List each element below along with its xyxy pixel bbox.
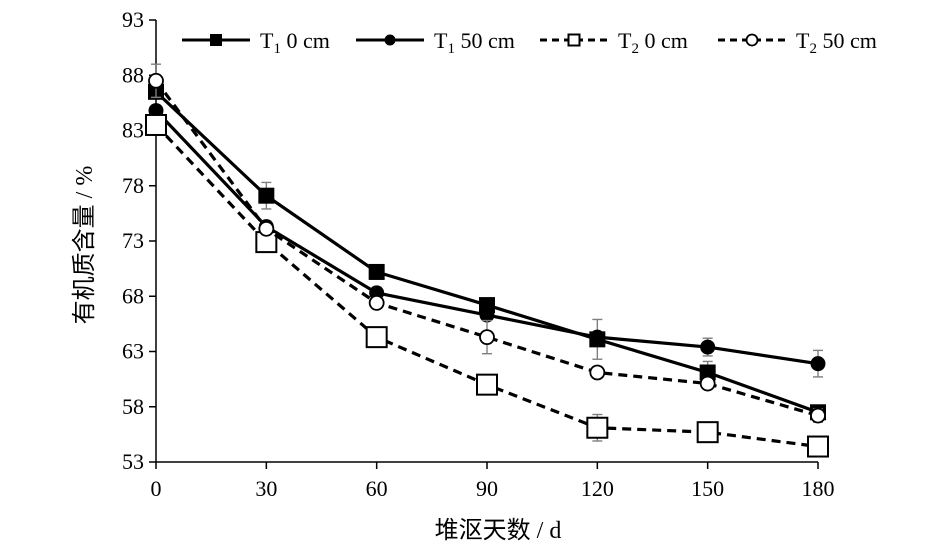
data-point bbox=[258, 220, 275, 237]
data-point bbox=[258, 187, 275, 204]
y-axis-title: 有机质含量 / % bbox=[71, 166, 98, 325]
data-point bbox=[810, 356, 826, 372]
y-tick-label: 78 bbox=[122, 173, 144, 198]
series-layer bbox=[145, 63, 829, 458]
legend: T1 0 cm T1 50 cm T2 0 cm T2 50 cm bbox=[182, 28, 877, 57]
legend-label: T2 50 cm bbox=[796, 28, 877, 57]
legend-label: T1 0 cm bbox=[260, 28, 330, 57]
series-1 bbox=[148, 83, 826, 421]
data-point bbox=[476, 373, 498, 396]
legend-item-3: T2 0 cm bbox=[540, 28, 688, 57]
series-3 bbox=[145, 113, 829, 458]
data-point bbox=[700, 339, 716, 355]
y-tick-label: 83 bbox=[122, 118, 144, 143]
x-tick-label: 90 bbox=[476, 476, 498, 501]
legend-item-1: T1 0 cm bbox=[182, 28, 330, 57]
legend-marker bbox=[745, 33, 759, 47]
y-tick-label: 73 bbox=[122, 228, 144, 253]
y-tick-label: 68 bbox=[122, 283, 144, 308]
series-line bbox=[154, 123, 819, 449]
data-point bbox=[807, 435, 829, 458]
x-tick-label: 150 bbox=[691, 476, 724, 501]
legend-label: T1 50 cm bbox=[434, 28, 515, 57]
y-tick-label: 58 bbox=[122, 394, 144, 419]
series-line bbox=[154, 79, 819, 418]
x-tick-label: 120 bbox=[581, 476, 614, 501]
legend-marker bbox=[384, 34, 396, 46]
data-point bbox=[368, 294, 385, 311]
series-line bbox=[154, 90, 819, 414]
data-point bbox=[699, 375, 716, 392]
legend-marker bbox=[210, 34, 222, 46]
legend-marker bbox=[567, 33, 581, 47]
data-point bbox=[368, 263, 385, 280]
x-tick-label: 0 bbox=[151, 476, 162, 501]
data-point bbox=[589, 364, 606, 381]
y-tick-label: 93 bbox=[122, 7, 144, 32]
legend-item-2: T1 50 cm bbox=[356, 28, 515, 57]
legend-label: T2 0 cm bbox=[618, 28, 688, 57]
axes: 53 58 63 68 73 78 83 88 93 0 30 60 90 120 150 180 bbox=[122, 7, 835, 501]
y-tick-label: 53 bbox=[122, 449, 144, 474]
data-point bbox=[148, 72, 164, 89]
x-tick-label: 180 bbox=[802, 476, 835, 501]
x-axis-title: 堆沤天数 / d bbox=[435, 517, 562, 544]
data-point bbox=[365, 326, 388, 349]
data-point bbox=[810, 407, 826, 424]
x-tick-label: 60 bbox=[366, 476, 388, 501]
data-point bbox=[696, 421, 719, 444]
y-tick-label: 63 bbox=[122, 339, 144, 364]
x-tick-label: 30 bbox=[255, 476, 277, 501]
legend-item-4: T2 50 cm bbox=[718, 28, 877, 57]
data-point bbox=[479, 329, 495, 346]
series-4 bbox=[148, 63, 826, 424]
data-point bbox=[589, 329, 605, 345]
data-point bbox=[586, 416, 609, 439]
y-tick-label: 88 bbox=[122, 62, 144, 87]
data-point bbox=[145, 113, 167, 136]
